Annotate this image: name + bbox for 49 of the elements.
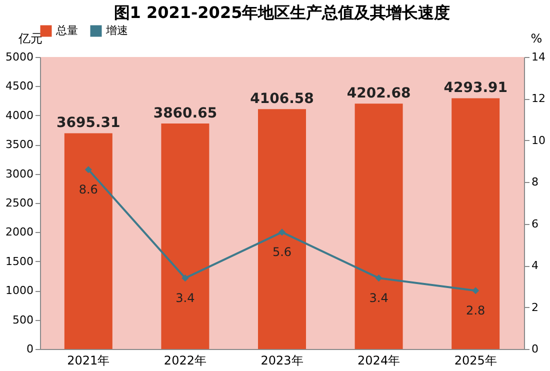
- y2-tick-label: 14: [532, 50, 546, 64]
- data-label: 8.6: [78, 182, 98, 197]
- bar: [258, 109, 306, 349]
- bar: [161, 124, 210, 349]
- point: [278, 228, 286, 236]
- y2-tick-label: 2: [532, 300, 538, 314]
- y2-tick-label: 8: [532, 176, 538, 189]
- x-tick-label: 2023年: [260, 354, 304, 368]
- data-label: 4293.91: [444, 80, 508, 96]
- y-tick-label: 5000: [6, 50, 34, 64]
- x-tick-label: 2021年: [67, 354, 110, 368]
- point: [375, 274, 382, 282]
- legend-label: 增速: [105, 24, 128, 37]
- legend-label: 总量: [55, 24, 78, 37]
- y-tick-label: 2000: [6, 226, 34, 239]
- bar: [354, 104, 403, 349]
- y-tick-label: 3000: [6, 167, 34, 180]
- data-label: 4106.58: [250, 91, 314, 108]
- y2-tick-label: 4: [532, 259, 538, 272]
- bar: [64, 133, 112, 349]
- y-tick-label: 4500: [6, 80, 34, 93]
- point: [472, 287, 480, 294]
- x-tick-label: 2025年: [454, 354, 497, 368]
- y-tick-label: 3500: [6, 138, 34, 152]
- y-axis-title: 亿元: [18, 32, 42, 46]
- x-tick-label: 2024年: [358, 354, 400, 368]
- bar: [452, 98, 500, 349]
- y-tick-label: 0: [26, 342, 34, 356]
- y-tick-label: 1500: [6, 254, 34, 268]
- y2-tick-label: 6: [532, 217, 538, 230]
- data-label: 4202.68: [346, 86, 411, 102]
- y-tick-label: 1000: [6, 284, 34, 298]
- y-tick-label: 4000: [6, 108, 34, 122]
- y2-tick-label: 12: [532, 92, 546, 106]
- y-tick-label: 500: [12, 313, 34, 326]
- y2-tick-label: 10: [532, 134, 546, 147]
- data-label: 5.6: [272, 245, 292, 260]
- y-tick-label: 2500: [6, 196, 34, 210]
- data-label: 3.4: [369, 291, 388, 306]
- point: [84, 166, 92, 174]
- data-label: 2.8: [466, 304, 486, 318]
- y2-axis-title: %: [530, 32, 542, 46]
- data-label: 3.4: [176, 291, 195, 306]
- y2-tick-label: 0: [532, 342, 538, 356]
- data-label: 3695.31: [56, 115, 120, 132]
- chart-title: 图1 2021-2025年地区生产总值及其增长速度: [114, 3, 450, 22]
- data-label: 3860.65: [153, 106, 218, 122]
- x-tick-label: 2022年: [164, 354, 206, 368]
- point: [182, 274, 189, 282]
